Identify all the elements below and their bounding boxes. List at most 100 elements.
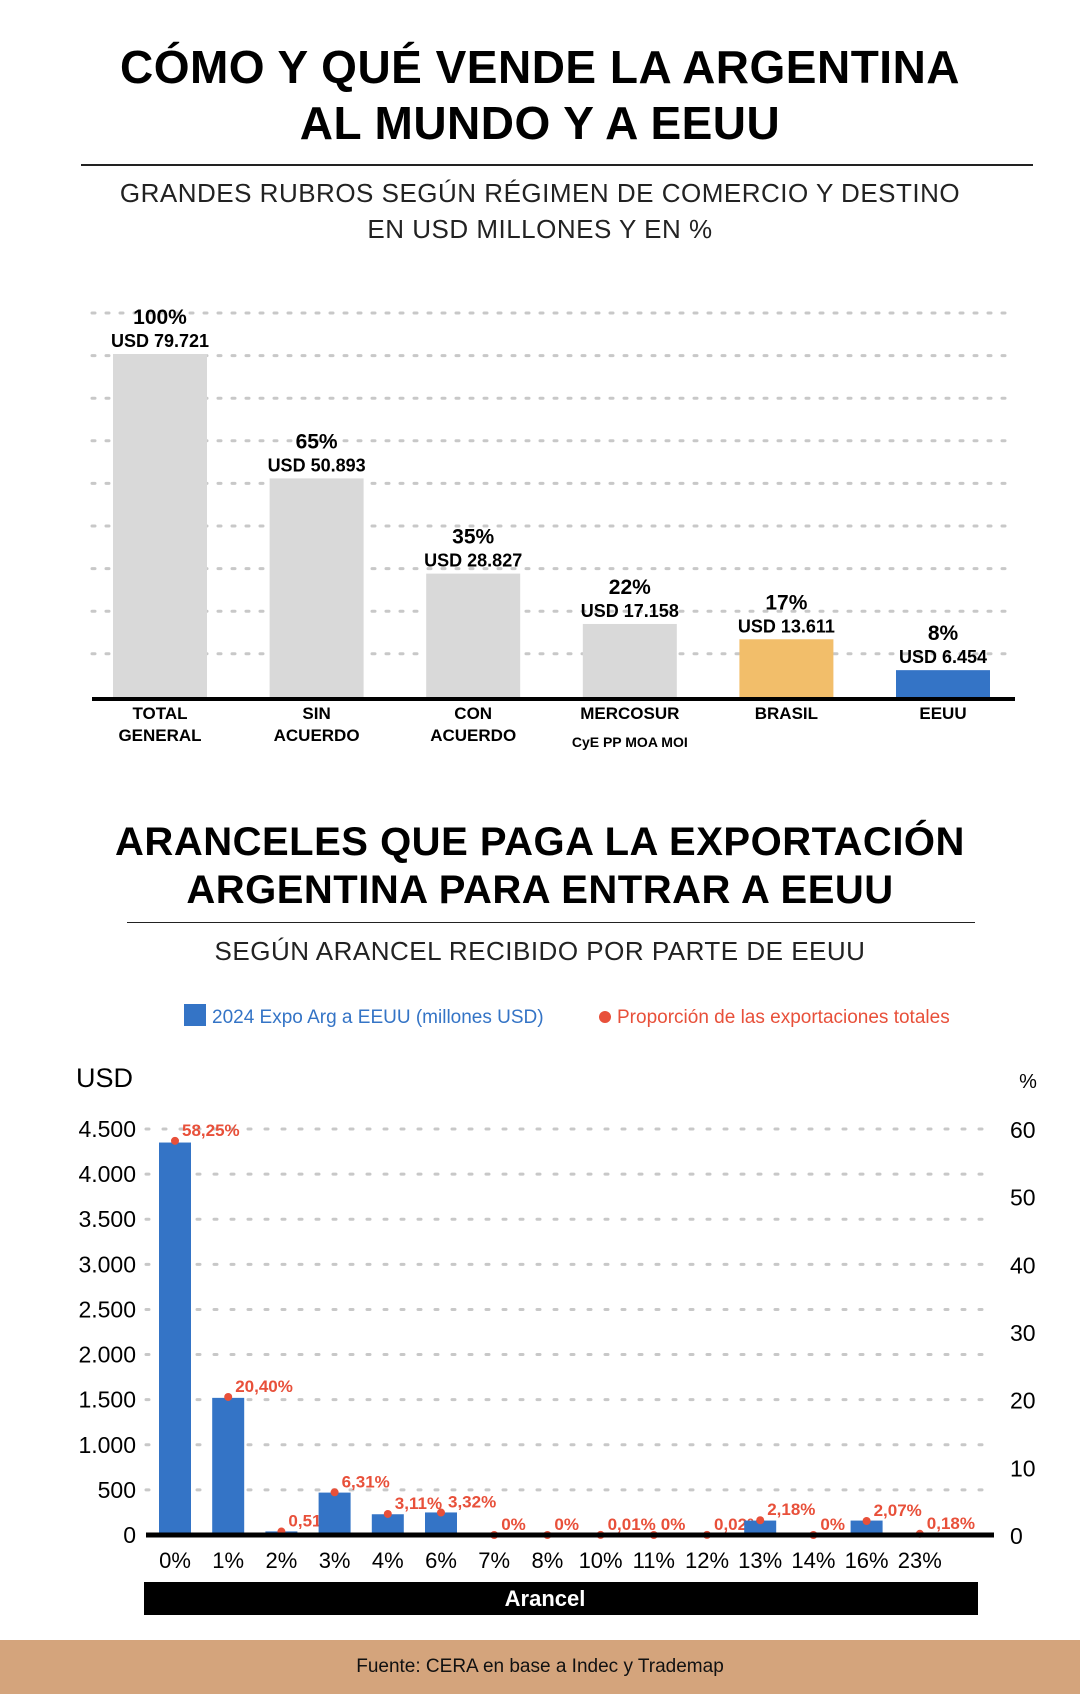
y-tick-left: 500 [98,1477,136,1503]
proportion-point [171,1136,179,1145]
proportion-label: 0% [820,1515,845,1534]
x-tick-label: 4% [372,1548,404,1573]
legend-label-points: Proporción de las exportaciones totales [617,1007,950,1028]
category-label: CON [454,704,492,723]
x-tick-label: 1% [212,1548,244,1573]
value-label: USD 28.827 [424,551,522,571]
y-tick-left: 2.500 [78,1296,136,1322]
category-label: GENERAL [118,726,201,745]
y-tick-right: 20 [1010,1388,1036,1414]
proportion-point [862,1516,871,1525]
category-label: TOTAL [132,704,187,723]
y-tick-right: 0 [1010,1523,1023,1549]
value-label: USD 6.454 [899,647,987,667]
proportion-label: 0,01% [608,1515,656,1534]
section2-title-line-1: ARANCELES QUE PAGA LA EXPORTACIÓN [115,820,965,864]
percent-label: 100% [133,306,187,329]
y-tick-left: 1.000 [78,1432,136,1458]
proportion-label: 6,31% [342,1472,390,1491]
x-tick-label: 8% [532,1548,564,1573]
bar [371,1514,404,1535]
divider-2 [127,922,975,923]
bar [425,1512,457,1535]
bar [744,1520,777,1535]
proportion-label: 3,32% [448,1493,496,1512]
x-tick-label: 7% [478,1548,510,1573]
percent-label: 65% [296,430,338,453]
y-tick-left: 1.500 [78,1387,136,1413]
title-line-1: CÓMO Y QUÉ VENDE LA ARGENTINA [119,41,961,93]
y-tick-right: 60 [1010,1117,1036,1143]
bar [269,478,364,698]
divider [81,164,1033,166]
x-tick-label: 10% [579,1548,623,1573]
category-label: MERCOSUR [580,704,679,723]
y-axis-label-left: USD [76,1063,133,1093]
category-label: CyE PP MOA MOI [572,734,688,750]
bar [850,1520,883,1535]
bar [896,670,990,698]
legend-swatch-points [599,1011,611,1023]
subtitle-line-1: GRANDES RUBROS SEGÚN RÉGIMEN DE COMERCIO… [119,178,961,208]
x-tick-label: 3% [319,1548,351,1573]
percent-label: 22% [609,576,651,599]
category-label: EEUU [919,704,966,723]
value-label: USD 17.158 [581,601,679,621]
legend-label-bars: 2024 Expo Arg a EEUU (millones USD) [212,1007,544,1028]
x-tick-label: 0% [159,1548,191,1573]
y-tick-left: 3.500 [78,1206,136,1232]
y-tick-left: 3.000 [78,1251,136,1277]
y-tick-left: 0 [123,1522,136,1548]
section2-subtitle: SEGÚN ARANCEL RECIBIDO POR PARTE DE EEUU [214,936,866,966]
y-tick-right: 40 [1010,1252,1036,1278]
bar [739,639,834,698]
category-label: ACUERDO [430,726,516,745]
legend-swatch-bars [184,1004,206,1026]
x-tick-label: 6% [425,1548,457,1573]
proportion-point [383,1509,392,1518]
proportion-label: 20,40% [235,1377,293,1396]
y-tick-right: 30 [1010,1320,1036,1346]
proportion-point [330,1488,339,1497]
subtitle-line-2: EN USD MILLONES Y EN % [367,214,713,244]
x-axis-title: Arancel [505,1586,586,1611]
proportion-point [224,1392,233,1401]
proportion-label: 2,07% [874,1501,922,1520]
value-label: USD 50.893 [268,455,366,475]
category-label: ACUERDO [274,726,360,745]
value-label: USD 13.611 [738,616,835,636]
proportion-label: 58,25% [182,1121,240,1140]
source-footer: Fuente: CERA en base a Indec y Trademap [0,1640,1080,1694]
proportion-label: 3,11% [395,1494,442,1513]
x-axis-title-bar [144,1582,978,1615]
x-tick-label: 16% [845,1548,889,1573]
x-tick-label: 2% [266,1548,298,1573]
proportion-label: 2,18% [767,1500,815,1519]
bar [582,623,677,698]
bar [159,1142,191,1535]
y-tick-left: 4.500 [78,1116,136,1142]
y-tick-left: 4.000 [78,1161,136,1187]
proportion-label: 0,18% [927,1514,975,1533]
x-tick-label: 14% [791,1548,835,1573]
proportion-label: 0% [501,1515,526,1534]
bar [318,1492,351,1535]
x-tick-label: 13% [738,1548,782,1573]
proportion-label: 0% [661,1515,686,1534]
y-tick-right: 50 [1010,1185,1036,1211]
title-line-2: AL MUNDO Y A EEUU [299,97,781,149]
y-tick-right: 10 [1010,1455,1036,1481]
proportion-point [437,1508,445,1517]
proportion-label: 0% [554,1515,579,1534]
value-label: USD 79.721 [111,331,209,351]
y-axis-label-right: % [1019,1071,1037,1093]
percent-label: 8% [928,622,959,645]
x-tick-label: 23% [898,1548,942,1573]
section2-title-line-2: ARGENTINA PARA ENTRAR A EEUU [186,868,894,912]
bar [212,1397,245,1535]
bar [426,573,521,698]
category-label: BRASIL [755,704,818,723]
x-tick-label: 11% [633,1548,675,1573]
